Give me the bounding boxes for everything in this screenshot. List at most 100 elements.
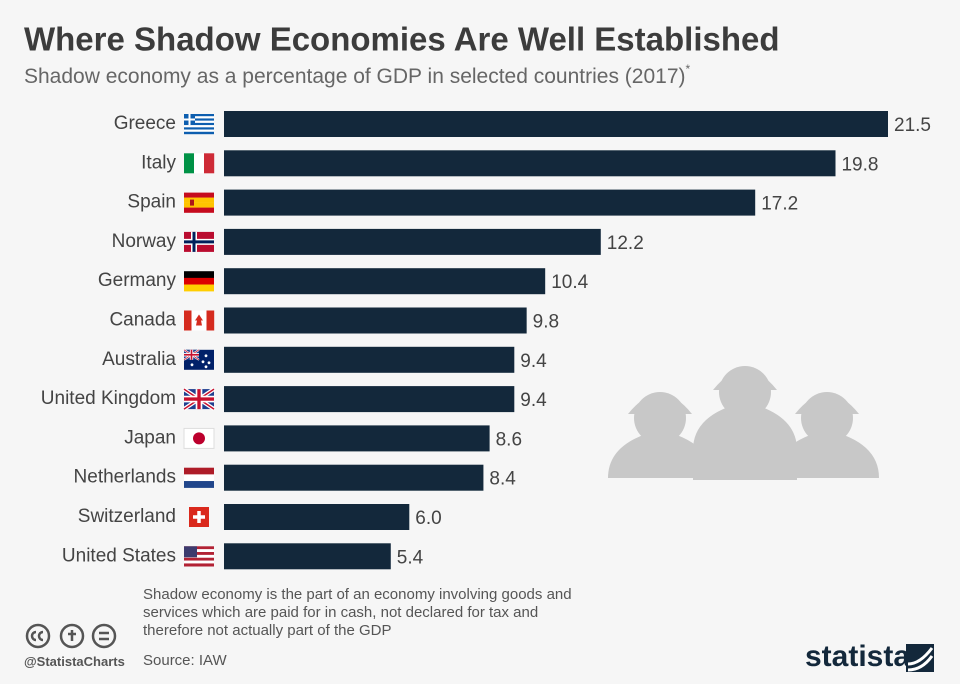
flag (184, 467, 214, 488)
value-label: 5.4 (397, 547, 424, 568)
category-label: United States (62, 545, 176, 566)
credit: @StatistaCharts (24, 654, 125, 669)
category-label: Germany (98, 270, 177, 291)
bar (224, 425, 490, 452)
flag (184, 231, 214, 252)
flag-part (204, 153, 215, 174)
value-label: 8.4 (489, 469, 516, 490)
bar (224, 386, 515, 413)
category-label: Norway (112, 231, 177, 252)
flag-part (190, 199, 194, 206)
bar (224, 228, 601, 255)
bar (224, 111, 888, 137)
chart-title: Where Shadow Economies Are Well Establis… (24, 21, 780, 58)
value-label: 10.4 (551, 272, 588, 293)
flag-part (184, 549, 214, 553)
flag-part (184, 389, 214, 410)
flag-part (184, 349, 199, 360)
value-label: 12.2 (607, 233, 644, 254)
flag-part (184, 125, 214, 128)
chart-subtitle: Shadow economy as a percentage of GDP in… (24, 62, 691, 87)
bar (224, 268, 546, 295)
bar (224, 543, 391, 570)
flag-part (184, 197, 214, 203)
value-label: 8.6 (496, 429, 522, 450)
value-label: 19.8 (841, 154, 878, 175)
flag-part (184, 114, 195, 125)
flag-part (184, 207, 214, 213)
flag-part (184, 481, 214, 488)
value-label: 17.2 (761, 194, 798, 215)
flag (183, 427, 215, 449)
flag (184, 153, 215, 174)
flag-part (184, 118, 214, 121)
value-label: 21.5 (894, 115, 931, 136)
flag-part (184, 202, 214, 208)
flag-part (190, 363, 194, 367)
category-label: Greece (114, 113, 176, 134)
bar (224, 150, 836, 177)
bar (224, 504, 410, 530)
category-label: Switzerland (78, 506, 176, 527)
flag-part (184, 563, 214, 567)
flag (189, 507, 209, 527)
flag-part (184, 557, 214, 561)
flag-part (184, 129, 214, 132)
flag-part (194, 153, 205, 174)
flag-part (184, 546, 197, 558)
flag (184, 114, 214, 135)
flag-part (184, 284, 214, 292)
flag (183, 348, 214, 370)
subtitle-text: Shadow economy as a percentage of GDP in… (24, 65, 686, 88)
value-label: 9.4 (520, 390, 547, 411)
flag-part (184, 131, 214, 135)
flag (184, 546, 214, 567)
category-label: Italy (141, 152, 176, 173)
flag-part (204, 354, 208, 358)
category-label: Netherlands (74, 467, 176, 488)
flag-part (184, 192, 214, 198)
workers-icon (608, 366, 879, 480)
flag-part (184, 122, 214, 126)
flag-part (184, 116, 214, 119)
bar (224, 464, 484, 491)
flag-part (184, 474, 214, 482)
flag-part (184, 153, 195, 174)
bar (224, 346, 515, 373)
flag-part (184, 114, 214, 117)
flag-part (193, 511, 205, 523)
flag-part (193, 432, 205, 445)
value-label: 9.4 (520, 351, 547, 372)
flag-part (184, 560, 214, 564)
category-label: Australia (102, 349, 176, 370)
flag (184, 271, 214, 292)
source: Source: IAW (143, 652, 227, 669)
flag (184, 192, 214, 213)
flag-part (184, 127, 214, 130)
flag-part (207, 361, 211, 365)
category-label: Japan (124, 427, 176, 448)
flag-part (184, 546, 214, 550)
category-label: Canada (109, 310, 176, 331)
category-label: Spain (127, 192, 176, 213)
flag (184, 310, 215, 331)
flag-part (184, 310, 192, 331)
flag-part (184, 554, 214, 558)
subtitle-marker: * (686, 62, 691, 76)
flag-part (201, 360, 205, 364)
logo-mark-wave (907, 647, 934, 672)
license-icons (25, 623, 117, 649)
logo: statista (805, 640, 910, 673)
flag-part (184, 277, 214, 285)
flag-part (184, 231, 214, 252)
category-label: United Kingdom (41, 388, 176, 409)
flag (182, 387, 216, 411)
bar (224, 307, 527, 334)
flag-part (206, 310, 215, 331)
flag-part (184, 467, 214, 475)
logo-mark (906, 644, 934, 672)
footnote: Shadow economy is the part of an economy… (143, 586, 572, 639)
value-label: 6.0 (415, 508, 441, 529)
